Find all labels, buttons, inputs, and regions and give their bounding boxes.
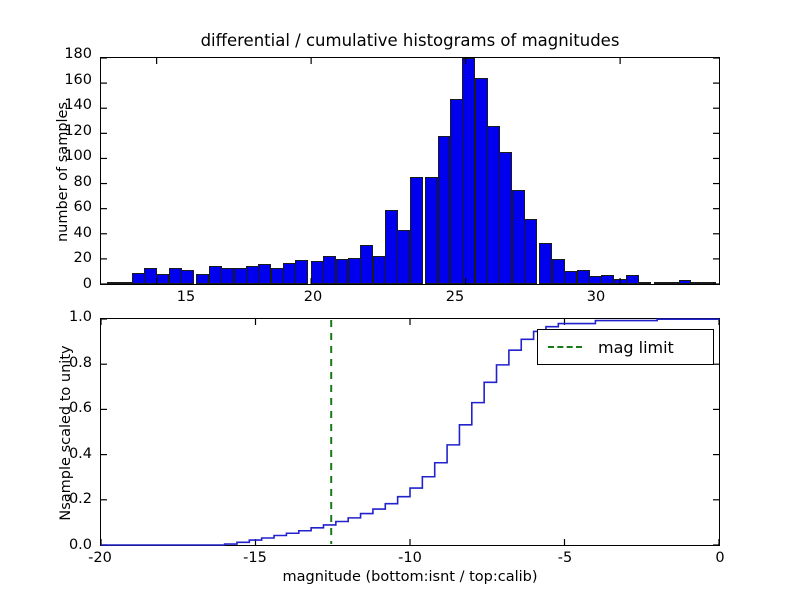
histogram-bar	[409, 177, 423, 284]
top-ytick-3: 60	[73, 199, 92, 215]
bottom-xtick-1: -15	[243, 550, 267, 566]
top-xtick-0: 15	[176, 289, 196, 305]
top-ytick-6: 120	[64, 123, 92, 139]
legend[interactable]: mag limit	[537, 329, 714, 365]
cumulative-plot-area	[100, 318, 720, 546]
bottom-xtick-0: -20	[88, 550, 112, 566]
cumulative-curve	[101, 318, 720, 546]
figure-title: differential / cumulative histograms of …	[200, 31, 620, 50]
top-xtick-1: 20	[303, 289, 323, 305]
bottom-ytick-2: 0.4	[68, 446, 92, 462]
mag-limit-line-icon	[548, 346, 582, 348]
legend-entry-mag-limit: mag limit	[598, 337, 674, 357]
top-ytick-5: 100	[64, 148, 92, 164]
bottom-ytick-5: 1.0	[68, 309, 92, 325]
top-xtick-2: 25	[445, 289, 465, 305]
bottom-ytick-0: 0.0	[68, 537, 92, 553]
bottom-xtick-3: -5	[557, 550, 573, 566]
histogram-bar	[625, 275, 639, 284]
top-ytick-4: 80	[73, 174, 92, 190]
histogram-bar	[181, 270, 194, 284]
top-ytick-2: 40	[73, 225, 92, 241]
top-ytick-0: 0	[82, 276, 92, 292]
top-ytick-9: 180	[64, 46, 92, 62]
histogram-bar	[551, 258, 565, 284]
bottom-xtick-2: -10	[398, 550, 422, 566]
bottom-panel-xlabel: magnitude (bottom:isnt / top:calib)	[282, 569, 538, 585]
top-xtick-3: 30	[586, 289, 606, 305]
top-ytick-7: 140	[64, 97, 92, 113]
histogram-bar	[638, 281, 652, 284]
bottom-ytick-3: 0.6	[68, 400, 92, 416]
bottom-ytick-4: 0.8	[68, 355, 92, 371]
bottom-ytick-1: 0.2	[68, 491, 92, 507]
top-ytick-1: 20	[73, 250, 92, 266]
histogram-bar	[524, 218, 537, 284]
histogram-plot-area	[101, 58, 719, 284]
top-ytick-8: 160	[64, 72, 92, 88]
histogram-bar	[703, 281, 717, 284]
bottom-xtick-4: 0	[715, 550, 725, 566]
top-panel-tickmarks	[101, 57, 719, 285]
histogram-bar	[295, 260, 309, 284]
